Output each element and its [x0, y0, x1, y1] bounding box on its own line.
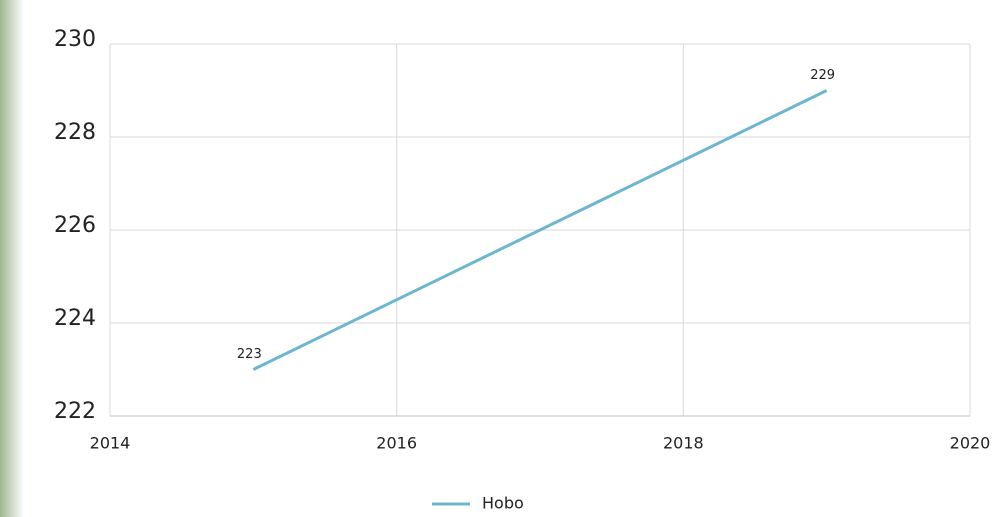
- x-tick-label: 2016: [376, 434, 417, 453]
- y-tick-label: 226: [54, 213, 96, 238]
- legend-label: Hobo: [482, 494, 524, 513]
- y-tick-label: 228: [54, 120, 96, 145]
- data-label: 229: [810, 68, 835, 83]
- x-tick-label: 2020: [950, 434, 991, 453]
- y-tick-label: 222: [54, 399, 96, 424]
- background-edge: [0, 0, 24, 517]
- y-tick-label: 224: [54, 306, 96, 331]
- data-line: [252, 89, 828, 371]
- data-label: 223: [237, 347, 262, 362]
- x-tick-label: 2014: [90, 434, 131, 453]
- y-tick-label: 230: [54, 27, 96, 52]
- x-tick-label: 2018: [663, 434, 704, 453]
